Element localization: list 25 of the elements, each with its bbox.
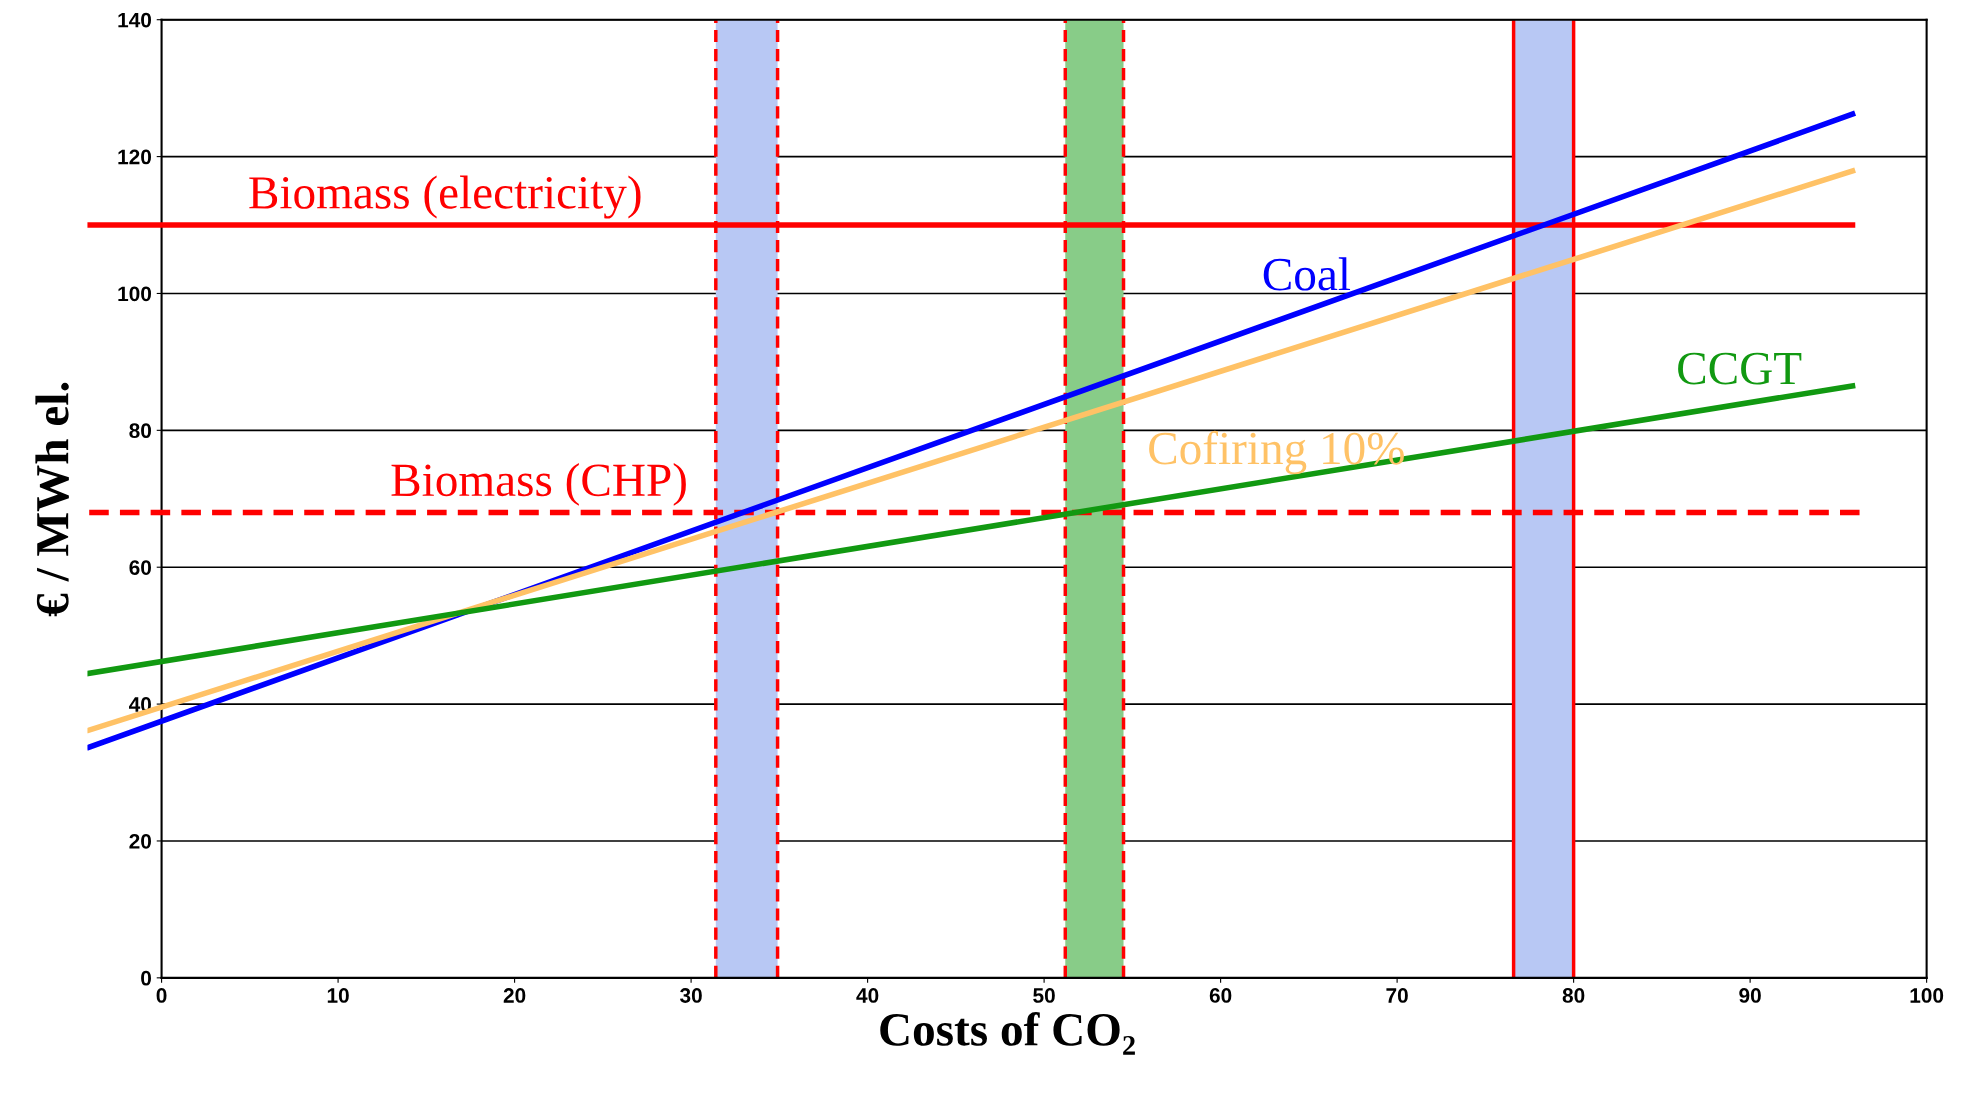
x-tick-label: 0 (156, 988, 167, 1003)
series-label: Cofiring 10% (1149, 430, 1404, 475)
x-tick-label: 80 (1562, 988, 1585, 1003)
y-tick-label: 0 (141, 970, 151, 986)
x-tick-label: 40 (856, 988, 879, 1003)
y-tick-label: 140 (118, 12, 152, 28)
y-tick-label: 20 (129, 833, 152, 849)
x-tick-label: 10 (327, 988, 349, 1003)
y-axis-title: € / MWh el. (35, 382, 69, 617)
series-label: Coal (1263, 257, 1351, 291)
x-tick-label: 70 (1386, 988, 1408, 1003)
series-label: Biomass (CHP) (391, 463, 686, 506)
y-tick-label: 80 (129, 423, 152, 439)
x-tick-label: 100 (1910, 988, 1944, 1003)
series-label: CCGT (1678, 352, 1802, 385)
x-tick-label: 30 (679, 988, 702, 1003)
x-tick-label: 60 (1209, 988, 1232, 1003)
y-tick-label: 60 (129, 560, 152, 575)
x-axis-title: Costs of CO₂ (880, 1012, 1135, 1055)
y-tick-label: 100 (118, 286, 152, 302)
y-tick-label: 120 (118, 149, 152, 165)
x-tick-label: 50 (1033, 988, 1055, 1003)
series-label: Biomass (electricity) (249, 175, 641, 219)
x-tick-label: 90 (1739, 988, 1761, 1003)
x-tick-label: 20 (503, 988, 526, 1003)
